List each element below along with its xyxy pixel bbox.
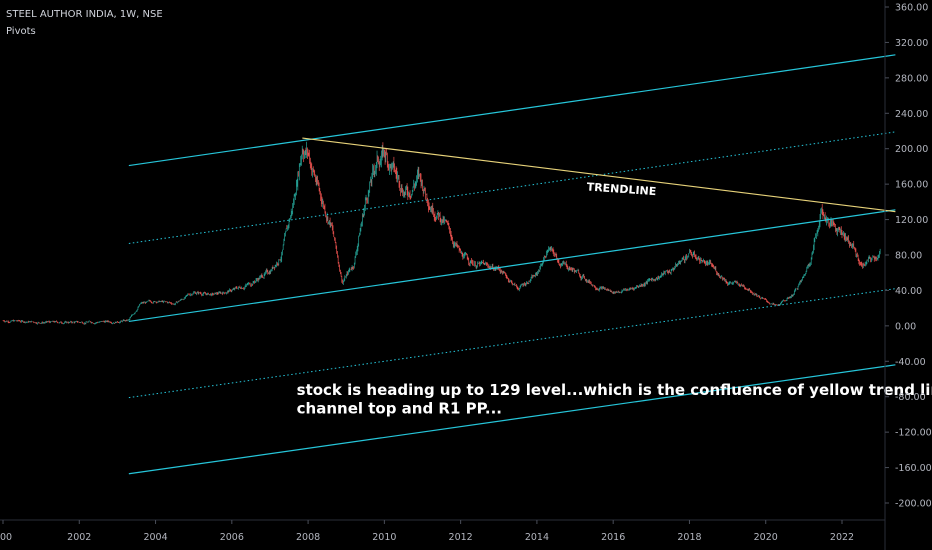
price-tick-label: -80.00 [895, 392, 926, 403]
time-tick-label: 2006 [220, 532, 244, 543]
price-tick-label: 0.00 [895, 321, 916, 332]
price-tick-label: 40.00 [895, 286, 922, 297]
time-tick-label: 2020 [754, 532, 778, 543]
price-tick-label: -120.00 [895, 428, 932, 439]
time-tick-label: 2018 [677, 532, 701, 543]
time-tick-label: 2008 [296, 532, 320, 543]
time-tick-label: 2012 [449, 532, 473, 543]
price-tick-label: -200.00 [895, 499, 932, 510]
time-tick-label: 2014 [525, 532, 549, 543]
price-tick-label: -160.00 [895, 463, 932, 474]
annotations-layer: TRENDLINE stock is heading up to 129 leve… [297, 180, 932, 417]
trendline-line [302, 137, 896, 213]
price-tick-label: 320.00 [895, 38, 928, 49]
analysis-note-line: stock is heading up to 129 level...which… [297, 381, 932, 399]
time-tick-label: 2002 [67, 532, 91, 543]
price-tick-label: 160.00 [895, 180, 928, 191]
time-tick-label: 2010 [372, 532, 396, 543]
candles-layer [2, 141, 881, 325]
channel-lower-mid-line [128, 288, 896, 399]
drawn-lines-layer [128, 54, 896, 475]
time-tick-label: 2022 [830, 532, 854, 543]
price-tick-label: -40.00 [895, 357, 926, 368]
price-axis: 360.00 320.00 280.00 240.00 200.00 160.00 120.… [884, 0, 932, 550]
analysis-note-line: channel top and R1 PP... [297, 400, 502, 418]
time-axis: 00 2002 2004 2006 2008 2010 2012 2014 2016 2018 20… [0, 519, 885, 543]
indicator-label: Pivots [6, 26, 36, 37]
price-tick-label: 200.00 [895, 144, 928, 155]
price-tick-label: 360.00 [895, 3, 928, 14]
time-tick-label: 00 [0, 532, 12, 543]
channel-base-line [128, 364, 896, 475]
trendline-label: TRENDLINE [586, 180, 656, 198]
price-tick-label: 120.00 [895, 215, 928, 226]
channel-top-line [128, 54, 896, 167]
channel-upper-mid-line [128, 131, 896, 244]
price-tick-label: 240.00 [895, 109, 928, 120]
symbol-title: STEEL AUTHOR INDIA, 1W, NSE [6, 9, 163, 20]
price-tick-label: 280.00 [895, 73, 928, 84]
channel-bottom-line [128, 209, 896, 323]
time-tick-label: 2004 [143, 532, 167, 543]
time-tick-label: 2016 [601, 532, 625, 543]
price-tick-label: 80.00 [895, 251, 922, 262]
